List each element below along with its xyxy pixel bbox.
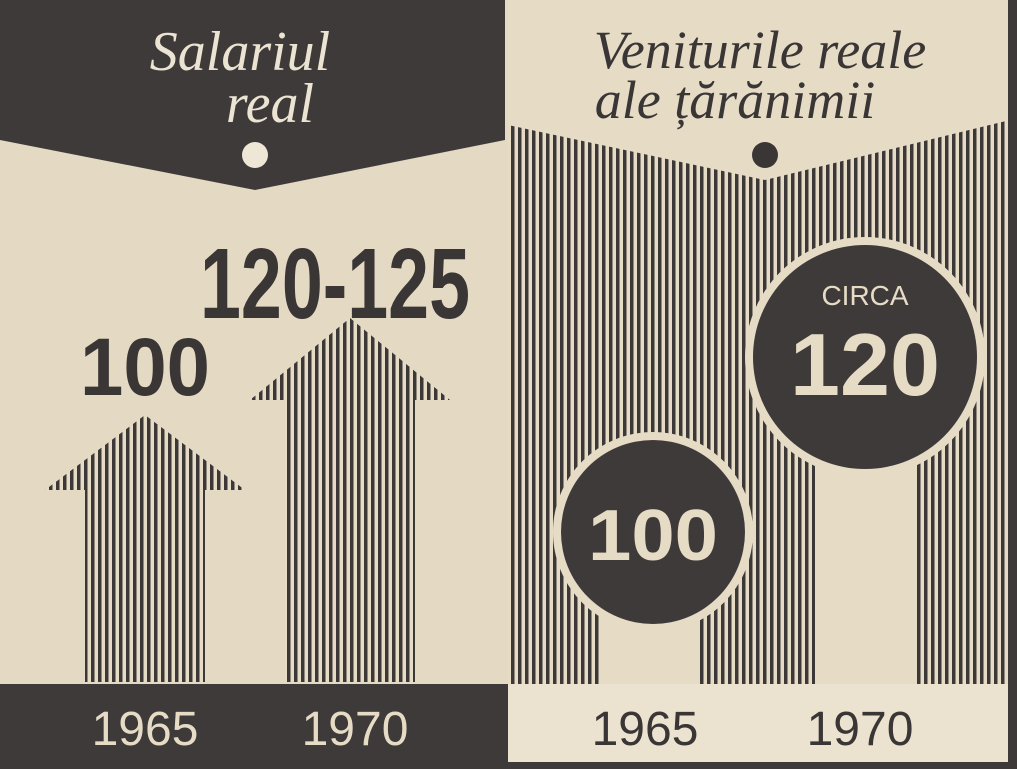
- value-label: 100: [80, 322, 210, 413]
- year-label: 1970: [302, 703, 409, 756]
- value-label: 120: [790, 315, 940, 414]
- value-prefix: CIRCA: [821, 280, 908, 311]
- post: [815, 450, 915, 684]
- border: [1008, 0, 1017, 769]
- dot: [242, 142, 268, 168]
- year-label: 1965: [592, 703, 699, 756]
- title-line: real: [226, 73, 314, 135]
- title-line: ale țărănimii: [595, 70, 876, 130]
- year-label: 1970: [807, 703, 914, 756]
- infographic: Salariul real 100 120-125 1965 1970 Veni…: [0, 0, 1017, 769]
- border: [508, 762, 1017, 769]
- year-label: 1965: [92, 703, 199, 756]
- value-label: 120-125: [200, 228, 470, 340]
- year-bar: [508, 684, 1008, 764]
- dot: [752, 142, 778, 168]
- value-label: 100: [588, 496, 718, 576]
- year-bar: [0, 684, 508, 769]
